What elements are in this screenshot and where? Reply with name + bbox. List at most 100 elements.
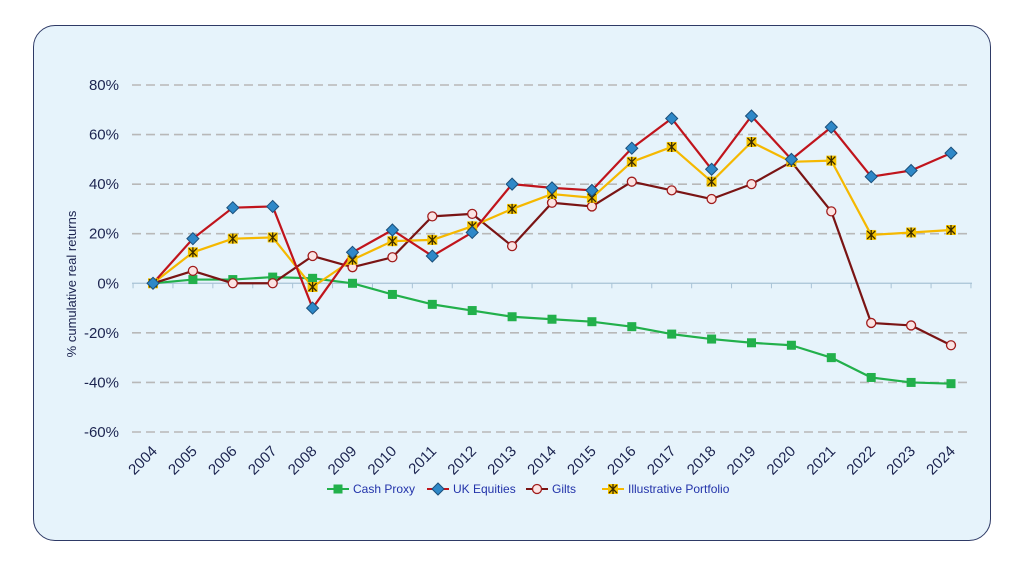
- data-point-uk-equities: [864, 170, 878, 184]
- data-point-illustrative-portfolio: [427, 234, 438, 245]
- data-point-gilts: [506, 240, 518, 252]
- data-point-illustrative-portfolio: [187, 247, 198, 258]
- data-point-gilts: [626, 176, 637, 187]
- legend-item-gilts: Gilts: [526, 482, 576, 496]
- data-point-cash-proxy: [507, 312, 517, 322]
- data-point-uk-equities: [265, 199, 280, 214]
- data-point-uk-equities: [904, 163, 918, 178]
- data-point-illustrative-portfolio: [706, 176, 717, 187]
- data-point-gilts: [905, 320, 917, 331]
- x-tick-label: 2007: [245, 443, 281, 479]
- x-tick-label: 2012: [444, 443, 480, 479]
- data-point-gilts: [187, 265, 199, 277]
- data-point-cash-proxy: [587, 317, 597, 327]
- data-point-uk-equities: [944, 146, 958, 160]
- data-point-gilts: [866, 317, 877, 329]
- data-point-cash-proxy: [547, 314, 557, 324]
- data-point-uk-equities: [425, 249, 440, 263]
- data-point-illustrative-portfolio: [626, 156, 637, 167]
- x-tick-label: 2021: [804, 443, 840, 479]
- data-point-cash-proxy: [188, 275, 198, 285]
- x-tick-label: 2005: [165, 443, 201, 479]
- x-tick-label: 2020: [764, 443, 800, 479]
- y-axis-label: % cumulative real returns: [64, 210, 79, 357]
- data-point-cash-proxy: [906, 377, 916, 387]
- x-tick-label: 2017: [644, 443, 680, 479]
- data-point-cash-proxy: [747, 338, 756, 348]
- data-point-gilts: [706, 193, 717, 205]
- data-point-cash-proxy: [946, 379, 956, 389]
- data-point-cash-proxy: [427, 299, 437, 309]
- data-point-illustrative-portfolio: [227, 233, 238, 244]
- legend: Cash Proxy UK Equities Gilts Illustrative P…: [327, 482, 730, 496]
- data-point-uk-equities: [186, 231, 200, 246]
- data-point-uk-equities: [625, 141, 639, 155]
- y-tick-label: 60%: [89, 127, 119, 144]
- x-tick-label: 2015: [564, 443, 600, 479]
- data-point-cash-proxy: [348, 278, 357, 288]
- data-point-uk-equities: [345, 245, 360, 260]
- data-point-gilts: [546, 197, 558, 208]
- legend-label: Illustrative Portfolio: [628, 482, 730, 496]
- x-tick-label: 2011: [405, 443, 440, 478]
- x-tick-label: 2004: [125, 443, 161, 479]
- data-point-illustrative-portfolio: [507, 203, 518, 214]
- x-tick-label: 2010: [365, 443, 401, 479]
- data-point-uk-equities: [226, 200, 240, 215]
- series-markers: [146, 109, 958, 389]
- data-point-gilts: [267, 278, 278, 289]
- data-point-illustrative-portfolio: [746, 137, 757, 148]
- data-point-cash-proxy: [268, 272, 278, 282]
- data-point-uk-equities: [505, 177, 519, 191]
- data-point-illustrative-portfolio: [666, 141, 677, 152]
- data-point-gilts: [945, 340, 957, 351]
- data-point-illustrative-portfolio: [267, 232, 278, 243]
- data-point-uk-equities: [664, 111, 679, 126]
- data-point-cash-proxy: [308, 273, 318, 283]
- x-tick-label: 2024: [923, 443, 959, 479]
- x-tick-label: 2014: [524, 443, 560, 479]
- y-axis-ticks: -60% -40% -20% 0% 20% 40% 60% 80%: [84, 77, 119, 441]
- data-point-gilts: [467, 208, 478, 220]
- x-axis-ticks: 2004 2005 2006 2007 2008 2009 2010 2011 2012 2013…: [125, 443, 959, 479]
- data-point-illustrative-portfolio: [826, 155, 837, 166]
- data-point-gilts: [307, 250, 318, 262]
- data-point-uk-equities: [385, 223, 400, 237]
- legend-item-illustrative-portfolio: Illustrative Portfolio: [602, 482, 730, 496]
- data-point-cash-proxy: [467, 306, 477, 316]
- data-point-uk-equities: [585, 183, 599, 198]
- legend-marker: [608, 484, 618, 494]
- data-point-gilts: [666, 185, 677, 196]
- data-point-illustrative-portfolio: [906, 227, 917, 238]
- data-point-uk-equities: [545, 181, 559, 195]
- x-tick-label: 2023: [883, 443, 919, 479]
- x-tick-label: 2019: [724, 443, 760, 479]
- x-tick-label: 2008: [285, 443, 321, 479]
- data-point-gilts: [586, 201, 598, 212]
- data-point-uk-equities: [305, 301, 320, 315]
- y-tick-label: 40%: [89, 176, 119, 193]
- x-tick-label: 2013: [484, 443, 520, 479]
- y-tick-label: 20%: [89, 226, 119, 243]
- x-tick-label: 2006: [205, 443, 241, 479]
- legend-marker: [431, 482, 445, 496]
- legend-item-cash-proxy: Cash Proxy: [327, 482, 415, 496]
- data-point-uk-equities: [146, 276, 160, 290]
- data-point-uk-equities: [465, 225, 479, 240]
- data-point-illustrative-portfolio: [307, 282, 318, 293]
- y-tick-label: 80%: [89, 77, 119, 94]
- data-point-gilts: [826, 206, 837, 217]
- data-point-cash-proxy: [866, 372, 876, 382]
- data-point-gilts: [746, 178, 757, 190]
- data-point-illustrative-portfolio: [387, 236, 398, 247]
- data-point-gilts: [227, 278, 238, 289]
- y-tick-label: -40%: [84, 374, 119, 391]
- x-tick-label: 2018: [684, 443, 720, 479]
- data-point-cash-proxy: [627, 322, 637, 332]
- y-tick-label: -60%: [84, 424, 119, 441]
- data-point-cash-proxy: [826, 353, 836, 363]
- legend-label: UK Equities: [453, 482, 516, 496]
- y-tick-label: 0%: [97, 275, 119, 292]
- legend-marker: [531, 483, 543, 495]
